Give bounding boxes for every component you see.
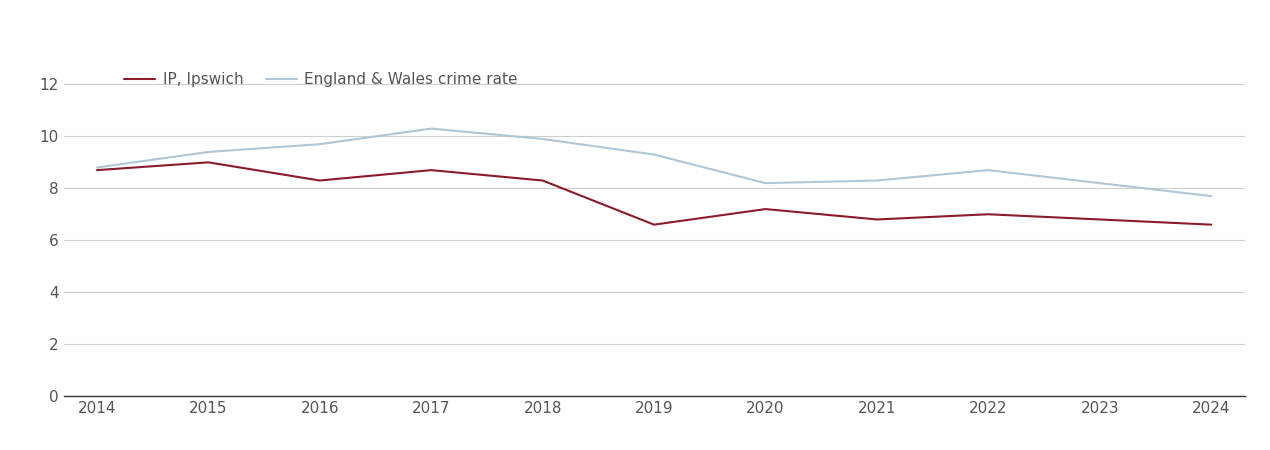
England & Wales crime rate (535, 136, 550, 142)
IP, Ipswich (869, 217, 884, 222)
England & Wales crime rate (869, 178, 884, 183)
England & Wales crime rate (201, 149, 216, 155)
IP, Ipswich (646, 222, 662, 227)
England & Wales crime rate (980, 167, 996, 173)
IP, Ipswich (89, 167, 104, 173)
Legend: IP, Ipswich, England & Wales crime rate: IP, Ipswich, England & Wales crime rate (118, 66, 525, 93)
England & Wales crime rate (1204, 194, 1219, 199)
IP, Ipswich (980, 212, 996, 217)
IP, Ipswich (312, 178, 328, 183)
England & Wales crime rate (89, 165, 104, 170)
IP, Ipswich (1092, 217, 1107, 222)
England & Wales crime rate (424, 126, 439, 131)
IP, Ipswich (424, 167, 439, 173)
IP, Ipswich (535, 178, 550, 183)
England & Wales crime rate (646, 152, 662, 157)
England & Wales crime rate (1092, 180, 1107, 186)
IP, Ipswich (758, 207, 773, 212)
Line: IP, Ipswich: IP, Ipswich (97, 162, 1212, 225)
England & Wales crime rate (312, 141, 328, 147)
Line: England & Wales crime rate: England & Wales crime rate (97, 129, 1212, 196)
IP, Ipswich (201, 160, 216, 165)
England & Wales crime rate (758, 180, 773, 186)
IP, Ipswich (1204, 222, 1219, 227)
